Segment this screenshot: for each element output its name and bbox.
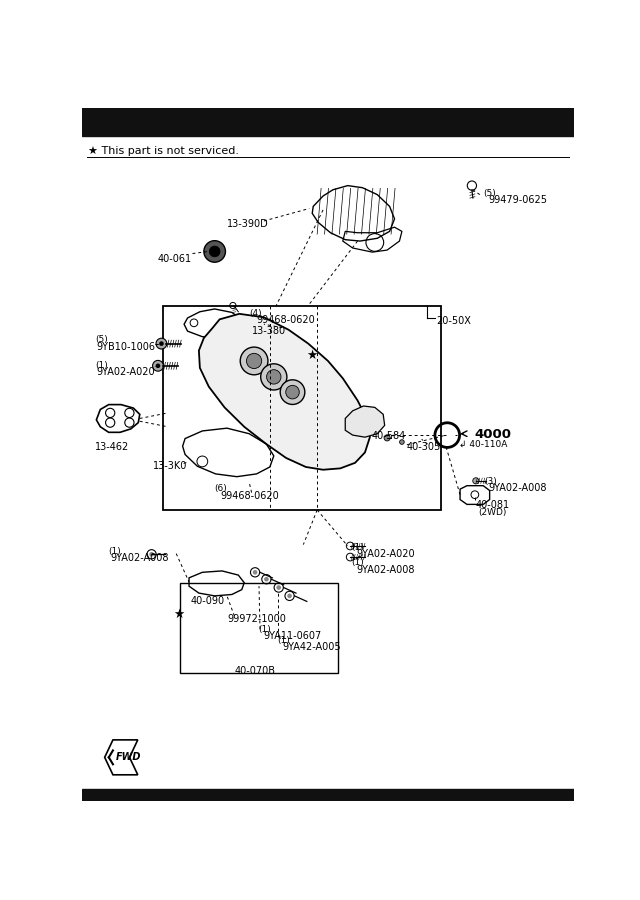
- Circle shape: [152, 360, 163, 371]
- Polygon shape: [345, 406, 385, 437]
- Circle shape: [264, 577, 269, 581]
- Circle shape: [159, 341, 164, 346]
- Text: 9YA11-0607: 9YA11-0607: [263, 631, 321, 641]
- Circle shape: [149, 552, 154, 556]
- Circle shape: [473, 478, 479, 484]
- Text: 13-462: 13-462: [95, 442, 130, 452]
- Circle shape: [246, 354, 262, 369]
- Bar: [163, 305, 442, 510]
- Text: 40-090: 40-090: [191, 596, 225, 606]
- Text: 40-081: 40-081: [476, 500, 510, 510]
- Text: (2WD): (2WD): [478, 508, 507, 517]
- Text: FWD: FWD: [116, 752, 141, 762]
- Circle shape: [156, 364, 160, 368]
- Circle shape: [156, 338, 167, 349]
- Circle shape: [276, 585, 281, 590]
- Circle shape: [204, 240, 225, 262]
- Text: 13-3K0: 13-3K0: [153, 462, 188, 472]
- Text: (6): (6): [214, 484, 227, 493]
- Text: 9YA02-A008: 9YA02-A008: [356, 564, 415, 575]
- Text: 99479-0625: 99479-0625: [488, 195, 547, 205]
- Bar: [180, 582, 338, 673]
- Text: (5): (5): [95, 336, 108, 345]
- Circle shape: [280, 380, 305, 404]
- Text: (1): (1): [278, 636, 291, 645]
- Text: 9YA42-A005: 9YA42-A005: [283, 643, 341, 652]
- Text: 40-305: 40-305: [407, 442, 441, 452]
- Text: ★ This part is not serviced.: ★ This part is not serviced.: [88, 146, 239, 156]
- Text: (1): (1): [109, 546, 122, 555]
- Text: (1): (1): [258, 625, 271, 634]
- Circle shape: [384, 435, 390, 441]
- Text: ↲ 40-110A: ↲ 40-110A: [459, 439, 507, 448]
- Text: (1): (1): [351, 543, 364, 552]
- Text: ★: ★: [173, 608, 184, 621]
- Text: 9YA02-A020: 9YA02-A020: [97, 367, 155, 377]
- Text: ★: ★: [306, 348, 317, 362]
- Text: (1): (1): [351, 558, 364, 568]
- Text: 20-50X: 20-50X: [436, 316, 471, 326]
- Text: 99468-0620: 99468-0620: [221, 491, 279, 500]
- Text: 9YA02-A020: 9YA02-A020: [356, 549, 415, 559]
- Text: 13-390D: 13-390D: [227, 219, 269, 229]
- Text: 40-061: 40-061: [158, 254, 192, 264]
- Bar: [82, 108, 575, 136]
- Text: 9YB10-1006: 9YB10-1006: [97, 341, 156, 352]
- Bar: [82, 788, 575, 801]
- Text: 40-584: 40-584: [371, 431, 406, 441]
- Circle shape: [240, 347, 268, 374]
- Circle shape: [399, 440, 404, 445]
- Text: (3): (3): [484, 477, 497, 486]
- Circle shape: [209, 246, 220, 256]
- Text: 99468-0620: 99468-0620: [257, 315, 316, 325]
- Circle shape: [285, 385, 300, 399]
- Circle shape: [253, 570, 257, 574]
- Polygon shape: [199, 314, 370, 470]
- Text: 9YA02-A008: 9YA02-A008: [488, 483, 547, 493]
- Text: (5): (5): [483, 189, 496, 198]
- Text: 13-380: 13-380: [252, 326, 285, 336]
- Circle shape: [267, 370, 281, 384]
- Text: 99972-1000: 99972-1000: [227, 614, 286, 624]
- Circle shape: [260, 364, 287, 390]
- Text: 9YA02-A008: 9YA02-A008: [110, 553, 169, 562]
- Text: 40-070B: 40-070B: [234, 666, 275, 676]
- Text: (4): (4): [249, 309, 262, 318]
- Text: 4000: 4000: [475, 428, 512, 441]
- Circle shape: [287, 594, 292, 598]
- Text: (1): (1): [95, 361, 108, 370]
